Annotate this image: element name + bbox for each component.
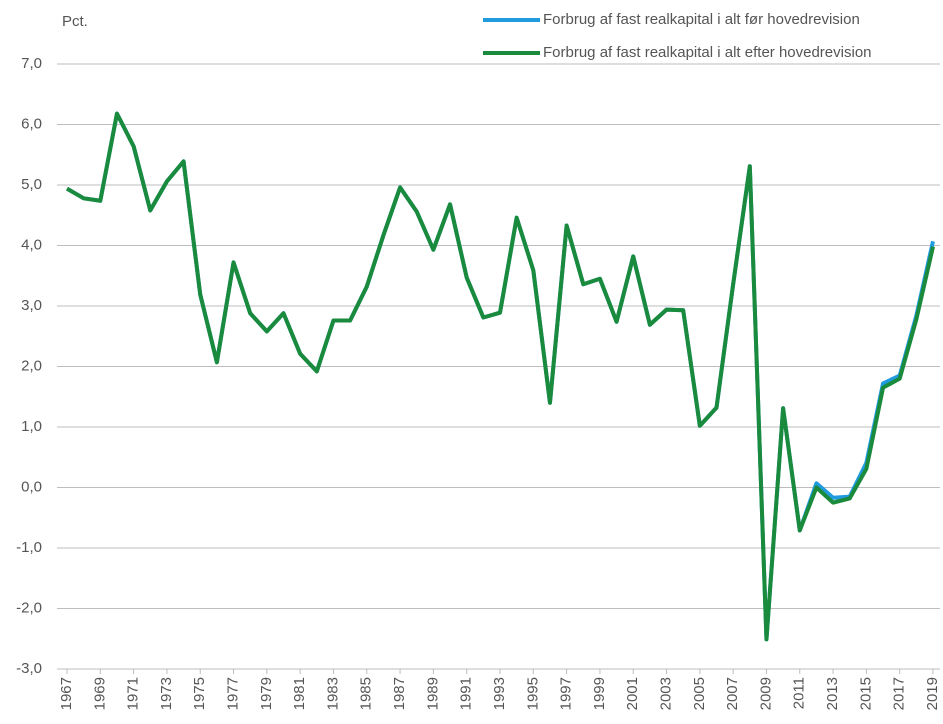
x-tick-label: 1969: [91, 677, 108, 710]
x-tick-label: 1977: [225, 677, 242, 710]
y-tick-label: 0,0: [21, 478, 42, 495]
x-tick-label: 1989: [424, 677, 441, 710]
y-tick-label: -1,0: [16, 539, 42, 556]
x-tick-label: 1967: [58, 677, 75, 710]
data-line: [65, 111, 935, 642]
y-tick-label: 2,0: [21, 357, 42, 374]
legend-label: Forbrug af fast realkapital i alt efter …: [543, 44, 872, 61]
x-tick-label: 1997: [558, 677, 575, 710]
x-tick-label: 2009: [757, 677, 774, 710]
x-tick-label: 2015: [857, 677, 874, 710]
x-tick-label: 1985: [358, 677, 375, 710]
x-tick-label: 1995: [524, 677, 541, 710]
y-axis-label: Pct.: [62, 13, 88, 30]
x-tick-label: 1983: [324, 677, 341, 710]
x-tick-label: 1991: [458, 677, 475, 710]
x-tick-label: 2017: [891, 677, 908, 710]
legend-label: Forbrug af fast realkapital i alt før ho…: [543, 11, 860, 28]
y-tick-label: 3,0: [21, 297, 42, 314]
y-tick-label: 1,0: [21, 418, 42, 435]
x-tick-label: 1981: [291, 677, 308, 710]
x-tick-label: 2005: [691, 677, 708, 710]
x-tick-label: 1993: [491, 677, 508, 710]
x-tick-label: 1971: [125, 677, 142, 710]
x-tick-label: 1975: [191, 677, 208, 710]
x-tick-label: 2019: [924, 677, 941, 710]
x-tick-label: 2011: [791, 677, 808, 709]
y-tick-label: 6,0: [21, 115, 42, 132]
y-tick-label: -3,0: [16, 660, 42, 677]
data-line: [65, 111, 935, 642]
y-tick-label: 7,0: [21, 55, 42, 72]
x-tick-label: 2007: [724, 677, 741, 710]
x-tick-label: 1979: [258, 677, 275, 710]
x-tick-label: 1987: [391, 677, 408, 710]
x-tick-label: 2003: [658, 677, 675, 710]
x-tick-label: 2013: [824, 677, 841, 710]
y-tick-label: 4,0: [21, 236, 42, 253]
x-tick-label: 1999: [591, 677, 608, 710]
x-tick-label: 2001: [624, 677, 641, 710]
x-tick-label: 1973: [158, 677, 175, 710]
y-tick-label: 5,0: [21, 176, 42, 193]
y-tick-label: -2,0: [16, 599, 42, 616]
